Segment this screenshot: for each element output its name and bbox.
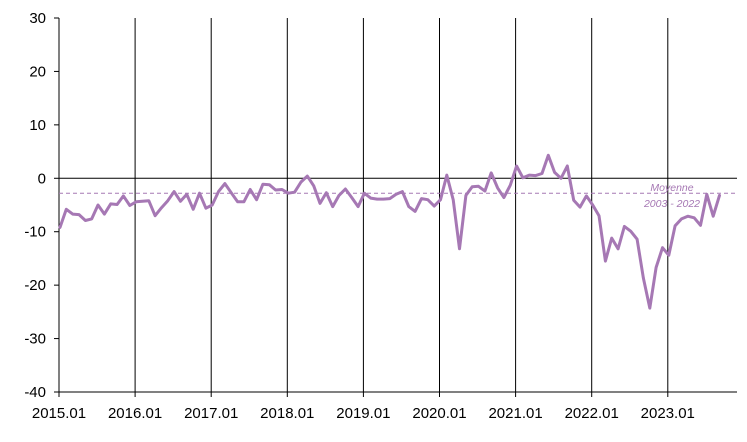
- series-line: [58, 153, 721, 310]
- x-tick-label: 2020.01: [412, 405, 466, 422]
- y-tick-label: -20: [24, 277, 46, 294]
- y-tick-label: 20: [29, 63, 46, 80]
- x-tick-label: 2016.01: [108, 405, 162, 422]
- y-tick-label: -10: [24, 224, 46, 241]
- vertical-gridlines: [134, 18, 669, 392]
- average-reference: Moyenne 2003 - 2022: [59, 182, 737, 210]
- series-group: [58, 153, 721, 310]
- y-tick-label: -40: [24, 384, 46, 401]
- y-tick-label: -30: [24, 331, 46, 348]
- x-tick-label: 2018.01: [260, 405, 314, 422]
- y-axis: 30 20 10 0 -10 -20 -30 -40: [24, 10, 60, 401]
- x-axis: 2015.01 2016.01 2017.01 2018.01 2019.01 2020.…: [32, 391, 737, 422]
- x-tick-label: 2021.01: [488, 405, 542, 422]
- x-tick-label: 2017.01: [184, 405, 238, 422]
- x-tick-label: 2022.01: [565, 405, 619, 422]
- x-tick-label: 2019.01: [336, 405, 390, 422]
- average-label-line2: 2003 - 2022: [643, 198, 700, 210]
- x-tick-label: 2023.01: [641, 405, 695, 422]
- average-label-line1: Moyenne: [650, 182, 693, 194]
- y-tick-label: 30: [29, 10, 46, 27]
- y-tick-label: 10: [29, 117, 46, 134]
- y-tick-label: 0: [38, 170, 46, 187]
- x-tick-label: 2015.01: [32, 405, 86, 422]
